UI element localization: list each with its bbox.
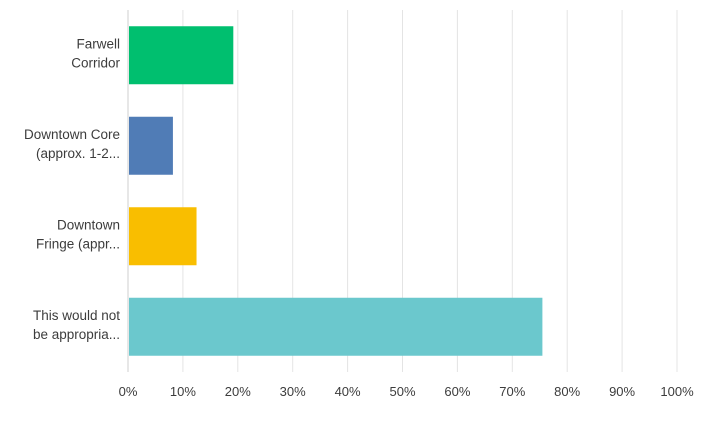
category-label-line: Fringe (appr... (36, 236, 120, 251)
bars (129, 26, 543, 356)
category-label-line: (approx. 1-2... (36, 146, 120, 161)
x-tick-label: 90% (609, 384, 635, 399)
x-tick-label: 70% (499, 384, 525, 399)
category-label: Downtown Core (approx. 1-2... (24, 127, 120, 161)
x-tick-label: 50% (389, 384, 415, 399)
bar (129, 26, 234, 85)
x-tick-labels: 0% 10% 20% 30% 40% 50% 60% 70% 80% 90% 100% (119, 384, 694, 399)
x-tick-label: 40% (335, 384, 361, 399)
x-tick-label: 60% (444, 384, 470, 399)
category-label: This would not be appropria... (33, 308, 120, 342)
gridlines (182, 10, 678, 372)
x-tick-label: 80% (554, 384, 580, 399)
category-label-line: This would not (33, 308, 120, 323)
x-tick-label: 20% (225, 384, 251, 399)
category-labels: Farwell Corridor Downtown Core (approx. 1-2… (24, 36, 121, 342)
category-label: Downtown Fringe (appr... (36, 217, 120, 251)
x-tick-label: 100% (660, 384, 694, 399)
category-label-line: Farwell (76, 36, 120, 51)
category-label-line: be appropria... (33, 327, 120, 342)
bar (129, 116, 173, 175)
category-label-line: Downtown (57, 217, 120, 232)
bar (129, 297, 543, 356)
category-label: Farwell Corridor (71, 36, 120, 70)
x-tick-label: 30% (280, 384, 306, 399)
bar (129, 207, 197, 266)
category-label-line: Corridor (71, 55, 120, 70)
x-tick-label: 10% (170, 384, 196, 399)
x-tick-label: 0% (119, 384, 138, 399)
category-label-line: Downtown Core (24, 127, 120, 142)
